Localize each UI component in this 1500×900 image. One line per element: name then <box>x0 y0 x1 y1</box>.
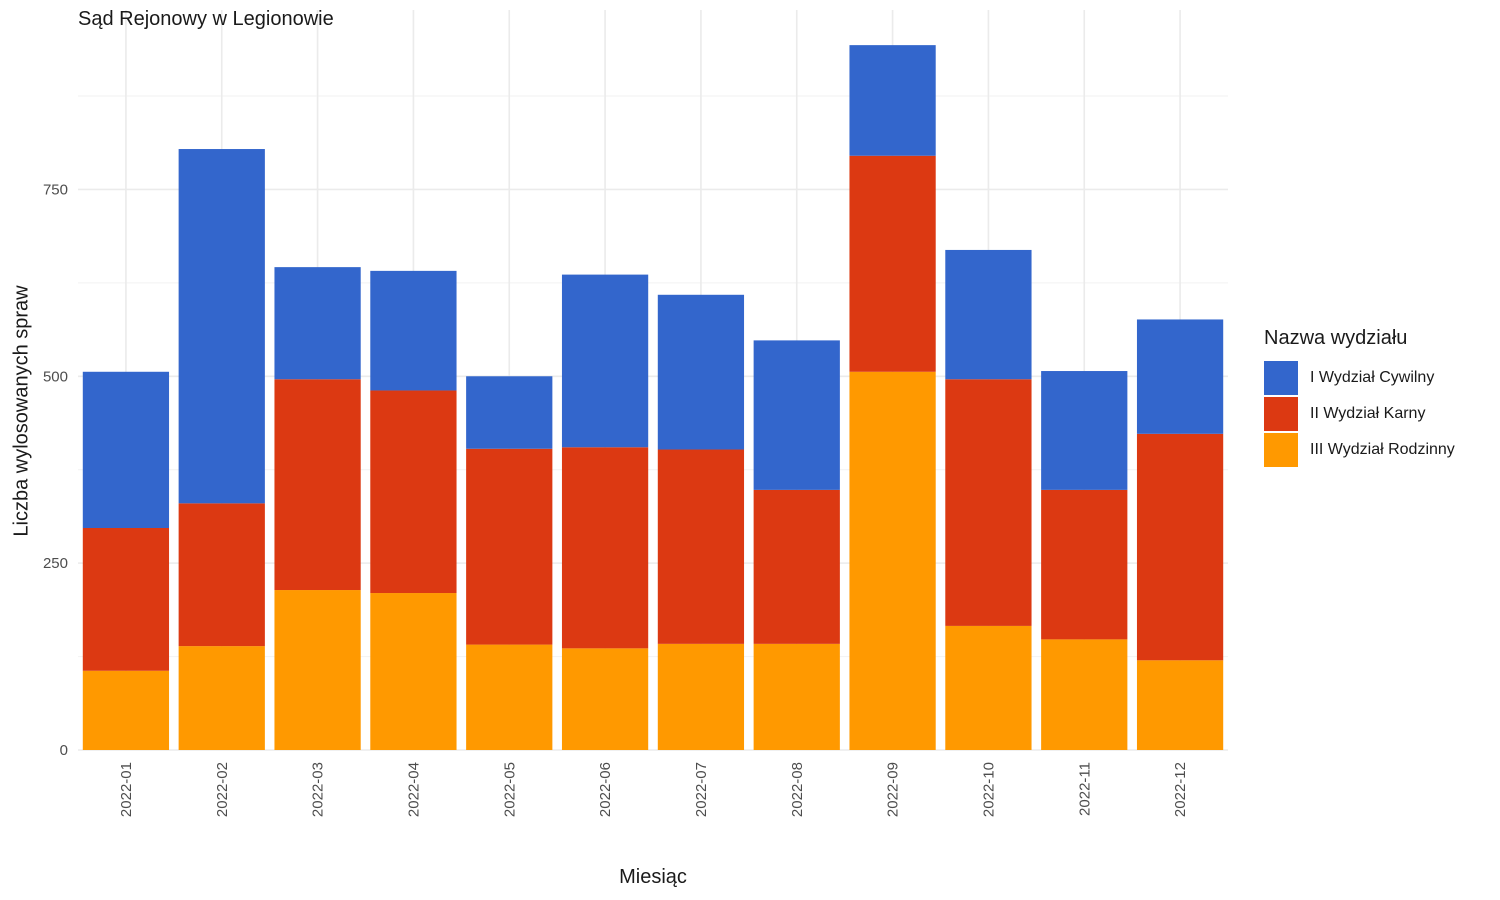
legend-swatch <box>1264 397 1298 431</box>
legend: Nazwa wydziału I Wydział Cywilny II Wydzi… <box>1264 327 1455 468</box>
bar-segment <box>82 528 170 671</box>
bar-segment <box>274 379 361 591</box>
x-tick-label: 2022-12 <box>1172 762 1189 817</box>
y-tick-label: 500 <box>43 368 68 385</box>
chart-title: Sąd Rejonowy w Legionowie <box>78 8 334 30</box>
bar-segment <box>370 270 457 391</box>
bar-segment <box>753 340 840 490</box>
x-tick-label: 2022-05 <box>501 762 518 817</box>
x-axis-label: Miesiąc <box>619 866 687 888</box>
legend-item: II Wydział Karny <box>1264 396 1455 432</box>
bar-segment <box>82 670 170 750</box>
x-tick-label: 2022-09 <box>885 762 902 817</box>
bar-segment <box>1041 489 1128 640</box>
x-tick-label: 2022-03 <box>310 762 327 817</box>
y-tick-label: 0 <box>60 742 68 759</box>
x-tick-label: 2022-10 <box>980 762 997 817</box>
bar-segment <box>561 648 649 750</box>
bar-segment <box>657 449 745 644</box>
x-tick-label: 2022-04 <box>405 762 422 817</box>
x-tick-label: 2022-06 <box>597 762 614 817</box>
bar-segment <box>753 489 840 644</box>
bar-segment <box>1041 639 1128 750</box>
bar-segment <box>849 155 936 372</box>
bar-segment <box>274 590 361 750</box>
bar-segment <box>561 447 649 649</box>
bar-segment <box>1136 433 1224 661</box>
bar-segment <box>945 249 1032 380</box>
x-tick-label: 2022-01 <box>118 762 135 817</box>
legend-label: II Wydział Karny <box>1310 405 1426 422</box>
x-tick-label: 2022-07 <box>693 762 710 817</box>
bar-segment <box>274 267 361 380</box>
bar-segment <box>466 644 553 750</box>
bar-segment <box>178 149 265 504</box>
legend-swatch <box>1264 361 1298 395</box>
bar-segment <box>849 371 936 750</box>
bar-segment <box>82 371 170 528</box>
x-tick-label: 2022-11 <box>1076 762 1093 816</box>
legend-items: I Wydział Cywilny II Wydział Karny III Wyd… <box>1264 360 1455 468</box>
bar-segment <box>178 503 265 647</box>
bar-segment <box>466 376 553 449</box>
bar-segment <box>945 625 1032 750</box>
x-tick-label: 2022-02 <box>214 762 231 817</box>
bar-segment <box>1136 319 1224 434</box>
legend-label: III Wydział Rodzinny <box>1310 441 1455 458</box>
bar-segment <box>753 643 840 750</box>
y-tick-label: 750 <box>43 181 68 198</box>
bar-segment <box>561 274 649 448</box>
x-tick-label: 2022-08 <box>789 762 806 817</box>
y-axis-label: Liczba wylosowanych spraw <box>10 285 33 537</box>
bar-segment <box>657 643 745 750</box>
bar-segment <box>657 294 745 450</box>
legend-title: Nazwa wydziału <box>1264 327 1408 349</box>
legend-item: I Wydział Cywilny <box>1264 360 1455 396</box>
bar-segment <box>178 646 265 750</box>
legend-label: I Wydział Cywilny <box>1310 369 1435 386</box>
legend-swatch <box>1264 433 1298 467</box>
bar-segment <box>466 448 553 645</box>
bar-segment <box>849 45 936 156</box>
bar-segment <box>370 390 457 594</box>
bar-segment <box>1136 660 1224 750</box>
bar-segment <box>1041 371 1128 490</box>
bar-segment <box>945 379 1032 626</box>
y-tick-label: 250 <box>43 555 68 572</box>
legend-item: III Wydział Rodzinny <box>1264 432 1455 468</box>
bar-segment <box>370 593 457 750</box>
